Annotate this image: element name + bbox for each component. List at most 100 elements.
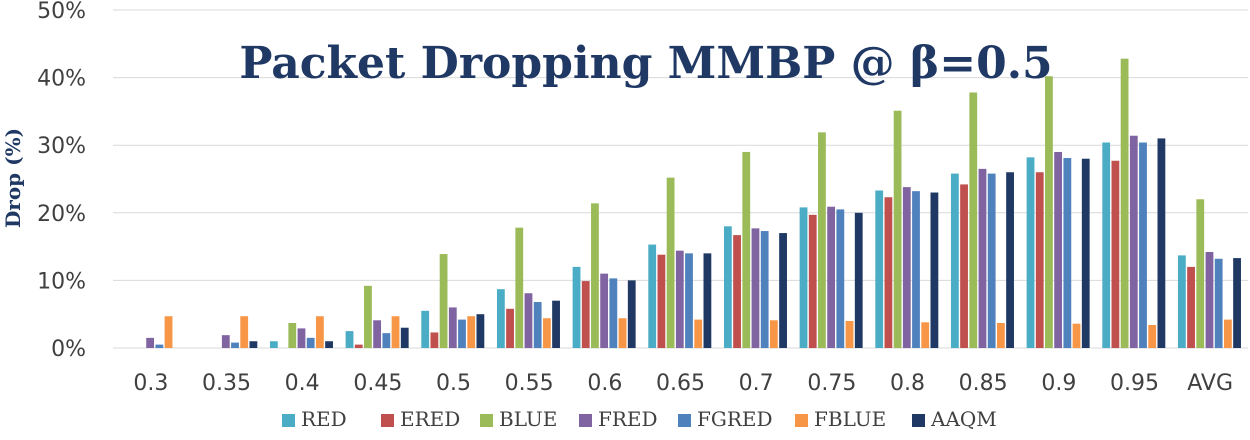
- bar-fgred-0.6: [609, 278, 618, 348]
- bar-fred-0.65: [675, 250, 684, 348]
- bar-aaqm-0.7: [779, 233, 787, 348]
- bar-fgred-0.55: [533, 302, 542, 348]
- bar-fred-0.55: [524, 293, 533, 348]
- bar-fblue-0.4: [315, 316, 324, 348]
- bar-fred-0.9: [1054, 151, 1063, 348]
- bar-fred-0.8: [902, 187, 911, 348]
- legend-swatch-fgred: [678, 414, 691, 427]
- y-tick-label: 50%: [37, 0, 86, 24]
- bar-blue-0.65: [666, 177, 675, 348]
- bar-aaqm-0.65: [703, 253, 712, 348]
- legend-swatch-aaqm: [912, 414, 925, 427]
- bar-fgred-0.3: [155, 344, 164, 348]
- bar-fred-0.35: [221, 335, 230, 348]
- bar-fgred-0.95: [1139, 142, 1147, 348]
- bar-red-0.95: [1102, 142, 1111, 348]
- bar-fblue-0.55: [542, 318, 551, 348]
- legend-label-fred: FRED: [598, 407, 658, 431]
- bar-blue-0.6: [591, 203, 599, 348]
- x-tick-label: 0.3: [133, 371, 168, 396]
- bar-fred-0.85: [978, 168, 987, 348]
- x-tick-label: 0.5: [436, 371, 471, 396]
- legend-label-fblue: FBLUE: [814, 407, 886, 431]
- legend-swatch-fred: [579, 414, 592, 427]
- bar-fgred-0.5: [458, 319, 466, 348]
- bar-fgred-0.9: [1063, 158, 1072, 348]
- y-tick-label: 0%: [51, 337, 86, 362]
- bar-fblue-0.7: [769, 320, 778, 348]
- bar-blue-0.4: [288, 322, 297, 348]
- x-tick-label: 0.55: [505, 371, 554, 396]
- bar-blue-0.45: [364, 285, 372, 348]
- bar-ered-0.6: [581, 281, 590, 348]
- bar-fblue-0.8: [921, 322, 930, 348]
- bar-aaqm-0.45: [400, 327, 409, 348]
- bar-fgred-AVG: [1214, 258, 1223, 348]
- bar-fblue-0.75: [845, 320, 854, 348]
- bar-blue-0.8: [893, 110, 902, 348]
- bar-fred-0.7: [751, 228, 760, 348]
- bar-fred-0.6: [600, 273, 609, 348]
- x-tick-label: 0.4: [285, 371, 320, 396]
- x-axis-ticks: 0.3 0.35 0.4 0.45 0.5 0.55 0.6 0.65 0.7 0.75 0.8 0.…: [133, 371, 1233, 396]
- bar-blue-0.9: [1045, 76, 1053, 349]
- bar-fblue-0.95: [1148, 325, 1157, 348]
- y-tick-label: 30%: [37, 134, 86, 159]
- bar-ered-0.65: [657, 254, 666, 348]
- y-tick-label: 40%: [37, 67, 86, 92]
- legend: RED ERED BLUE FRED FGRED FBLUE AAQM: [282, 407, 997, 431]
- bar-fgred-0.4: [306, 337, 315, 348]
- bar-aaqm-0.75: [854, 212, 863, 348]
- y-tick-label: 10%: [37, 269, 86, 294]
- bar-fblue-0.85: [996, 322, 1005, 348]
- bar-ered-0.75: [808, 214, 817, 348]
- bar-fred-0.5: [448, 307, 457, 348]
- bar-aaqm-0.9: [1081, 158, 1090, 348]
- bar-red-0.5: [421, 310, 430, 348]
- legend-swatch-blue: [480, 414, 493, 427]
- bar-fred-AVG: [1205, 252, 1214, 348]
- x-tick-label: 0.9: [1041, 371, 1076, 396]
- bar-fgred-0.7: [760, 231, 769, 348]
- bar-series: [146, 58, 1241, 349]
- bar-fgred-0.85: [987, 173, 996, 348]
- bar-fblue-0.6: [618, 318, 627, 348]
- x-tick-label: 0.85: [959, 371, 1008, 396]
- bar-aaqm-0.85: [1006, 172, 1014, 348]
- bar-red-0.85: [950, 173, 959, 348]
- bar-red-0.4: [269, 341, 278, 348]
- bar-fgred-0.75: [836, 209, 845, 348]
- bar-blue-0.85: [969, 92, 978, 348]
- bar-blue-AVG: [1196, 199, 1205, 348]
- bar-red-0.6: [572, 266, 581, 348]
- x-tick-label: 0.35: [202, 371, 251, 396]
- bar-red-0.55: [496, 289, 505, 348]
- y-tick-label: 20%: [37, 202, 86, 227]
- x-tick-label: 0.45: [353, 371, 402, 396]
- x-tick-label: AVG: [1187, 371, 1233, 396]
- bar-aaqm-0.5: [476, 314, 485, 348]
- legend-label-ered: ERED: [400, 407, 460, 431]
- bar-aaqm-0.6: [627, 280, 636, 348]
- legend-label-aaqm: AAQM: [930, 407, 997, 431]
- bar-fred-0.95: [1129, 135, 1138, 348]
- bar-ered-0.85: [960, 184, 968, 348]
- legend-label-blue: BLUE: [499, 407, 557, 431]
- bar-blue-0.7: [742, 151, 751, 348]
- y-axis-label: Drop (%): [1, 128, 25, 228]
- chart-title: Packet Dropping MMBP @ β=0.5: [239, 38, 1052, 89]
- bar-fgred-0.45: [382, 333, 391, 348]
- bar-red-0.7: [723, 226, 732, 348]
- bar-aaqm-0.4: [325, 341, 333, 348]
- bar-ered-0.8: [884, 197, 893, 348]
- x-tick-label: 0.75: [807, 371, 856, 396]
- bar-ered-0.7: [733, 235, 741, 348]
- bar-fred-0.3: [146, 337, 155, 348]
- bar-fgred-0.65: [685, 253, 693, 348]
- bar-fred-0.75: [827, 206, 836, 348]
- x-tick-label: 0.8: [890, 371, 925, 396]
- legend-label-red: RED: [301, 407, 347, 431]
- bar-fred-0.45: [373, 320, 382, 348]
- bar-red-0.8: [875, 190, 884, 348]
